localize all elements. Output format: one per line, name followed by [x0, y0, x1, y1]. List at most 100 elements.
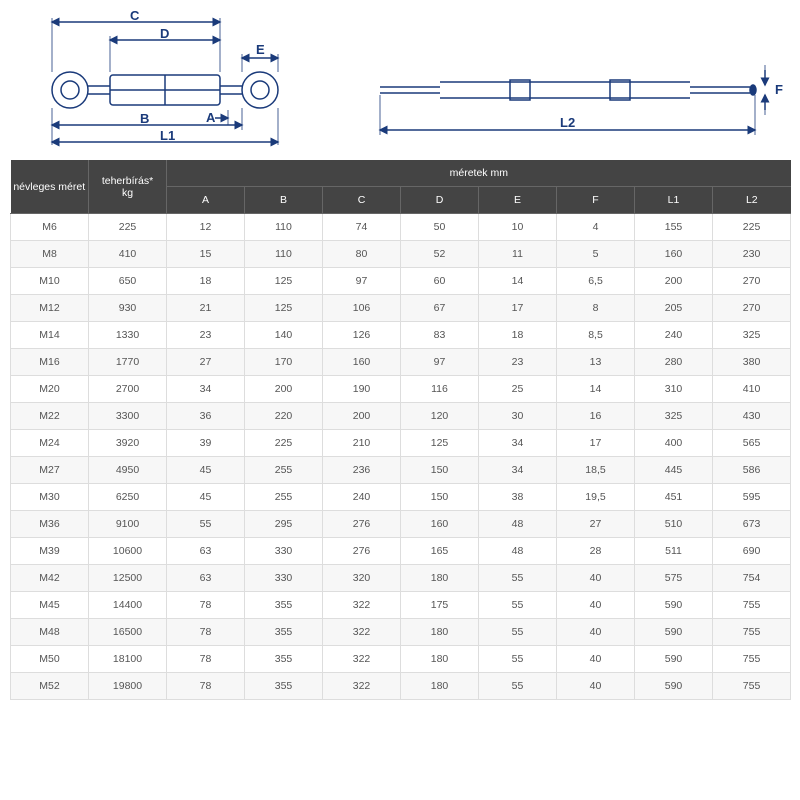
cell-L1: 325: [635, 403, 713, 430]
cell-F: 5: [557, 241, 635, 268]
cell-size: M10: [11, 268, 89, 295]
cell-size: M14: [11, 322, 89, 349]
cell-L1: 590: [635, 673, 713, 700]
col-load-header: teherbírás*kg: [89, 160, 167, 214]
cell-B: 170: [245, 349, 323, 376]
cell-L1: 590: [635, 619, 713, 646]
cell-B: 355: [245, 592, 323, 619]
cell-load: 3920: [89, 430, 167, 457]
cell-E: 48: [479, 538, 557, 565]
cell-L1: 310: [635, 376, 713, 403]
cell-load: 3300: [89, 403, 167, 430]
cell-F: 40: [557, 646, 635, 673]
cell-B: 255: [245, 484, 323, 511]
cell-L1: 445: [635, 457, 713, 484]
cell-L1: 205: [635, 295, 713, 322]
cell-F: 14: [557, 376, 635, 403]
cell-C: 240: [323, 484, 401, 511]
cell-B: 330: [245, 538, 323, 565]
cell-L1: 280: [635, 349, 713, 376]
col-E-header: E: [479, 187, 557, 214]
table-row: M1413302314012683188,5240325: [11, 322, 791, 349]
cell-A: 55: [167, 511, 245, 538]
cell-E: 34: [479, 457, 557, 484]
cell-L2: 430: [713, 403, 791, 430]
cell-A: 27: [167, 349, 245, 376]
cell-A: 21: [167, 295, 245, 322]
table-row: M10650181259760146,5200270: [11, 268, 791, 295]
table-row: M223300362202001203016325430: [11, 403, 791, 430]
table-row: M8410151108052115160230: [11, 241, 791, 268]
col-C-header: C: [323, 187, 401, 214]
cell-D: 120: [401, 403, 479, 430]
cell-load: 18100: [89, 646, 167, 673]
table-row: M4514400783553221755540590755: [11, 592, 791, 619]
table-header: névleges méret teherbírás*kg méretek mm …: [11, 160, 791, 214]
cell-L1: 240: [635, 322, 713, 349]
cell-A: 78: [167, 646, 245, 673]
cell-size: M50: [11, 646, 89, 673]
cell-A: 34: [167, 376, 245, 403]
cell-D: 150: [401, 484, 479, 511]
cell-size: M20: [11, 376, 89, 403]
cell-size: M30: [11, 484, 89, 511]
cell-C: 106: [323, 295, 401, 322]
cell-L1: 451: [635, 484, 713, 511]
cell-L1: 155: [635, 214, 713, 241]
table-row: M4816500783553221805540590755: [11, 619, 791, 646]
cell-F: 40: [557, 565, 635, 592]
cell-size: M52: [11, 673, 89, 700]
col-F-header: F: [557, 187, 635, 214]
cell-L2: 586: [713, 457, 791, 484]
cell-E: 38: [479, 484, 557, 511]
cell-L1: 590: [635, 592, 713, 619]
cell-E: 55: [479, 619, 557, 646]
cell-A: 63: [167, 565, 245, 592]
cell-D: 175: [401, 592, 479, 619]
dims-header: méretek mm: [167, 160, 791, 187]
cell-E: 25: [479, 376, 557, 403]
cell-F: 8: [557, 295, 635, 322]
cell-F: 6,5: [557, 268, 635, 295]
cell-D: 150: [401, 457, 479, 484]
cell-B: 125: [245, 268, 323, 295]
col-D-header: D: [401, 187, 479, 214]
col-size-header: névleges méret: [11, 160, 89, 214]
cell-load: 4950: [89, 457, 167, 484]
cell-load: 9100: [89, 511, 167, 538]
cell-A: 78: [167, 619, 245, 646]
svg-text:C: C: [130, 10, 140, 23]
cell-D: 180: [401, 673, 479, 700]
cell-E: 48: [479, 511, 557, 538]
table-row: M3910600633302761654828511690: [11, 538, 791, 565]
cell-L2: 325: [713, 322, 791, 349]
cell-E: 30: [479, 403, 557, 430]
cell-D: 180: [401, 619, 479, 646]
cell-load: 650: [89, 268, 167, 295]
cell-B: 110: [245, 214, 323, 241]
cell-C: 322: [323, 673, 401, 700]
cell-B: 355: [245, 646, 323, 673]
cell-E: 55: [479, 592, 557, 619]
cell-L2: 380: [713, 349, 791, 376]
cell-B: 330: [245, 565, 323, 592]
cell-D: 83: [401, 322, 479, 349]
cell-L1: 590: [635, 646, 713, 673]
table-row: M274950452552361503418,5445586: [11, 457, 791, 484]
cell-load: 14400: [89, 592, 167, 619]
cell-F: 17: [557, 430, 635, 457]
table-body: M6225121107450104155225M8410151108052115…: [11, 214, 791, 700]
table-row: M129302112510667178205270: [11, 295, 791, 322]
cell-D: 180: [401, 646, 479, 673]
cell-C: 80: [323, 241, 401, 268]
cell-C: 322: [323, 619, 401, 646]
cell-C: 320: [323, 565, 401, 592]
cell-D: 97: [401, 349, 479, 376]
cell-load: 1770: [89, 349, 167, 376]
cell-D: 50: [401, 214, 479, 241]
cell-load: 19800: [89, 673, 167, 700]
cell-B: 125: [245, 295, 323, 322]
cell-C: 126: [323, 322, 401, 349]
cell-A: 15: [167, 241, 245, 268]
cell-D: 125: [401, 430, 479, 457]
